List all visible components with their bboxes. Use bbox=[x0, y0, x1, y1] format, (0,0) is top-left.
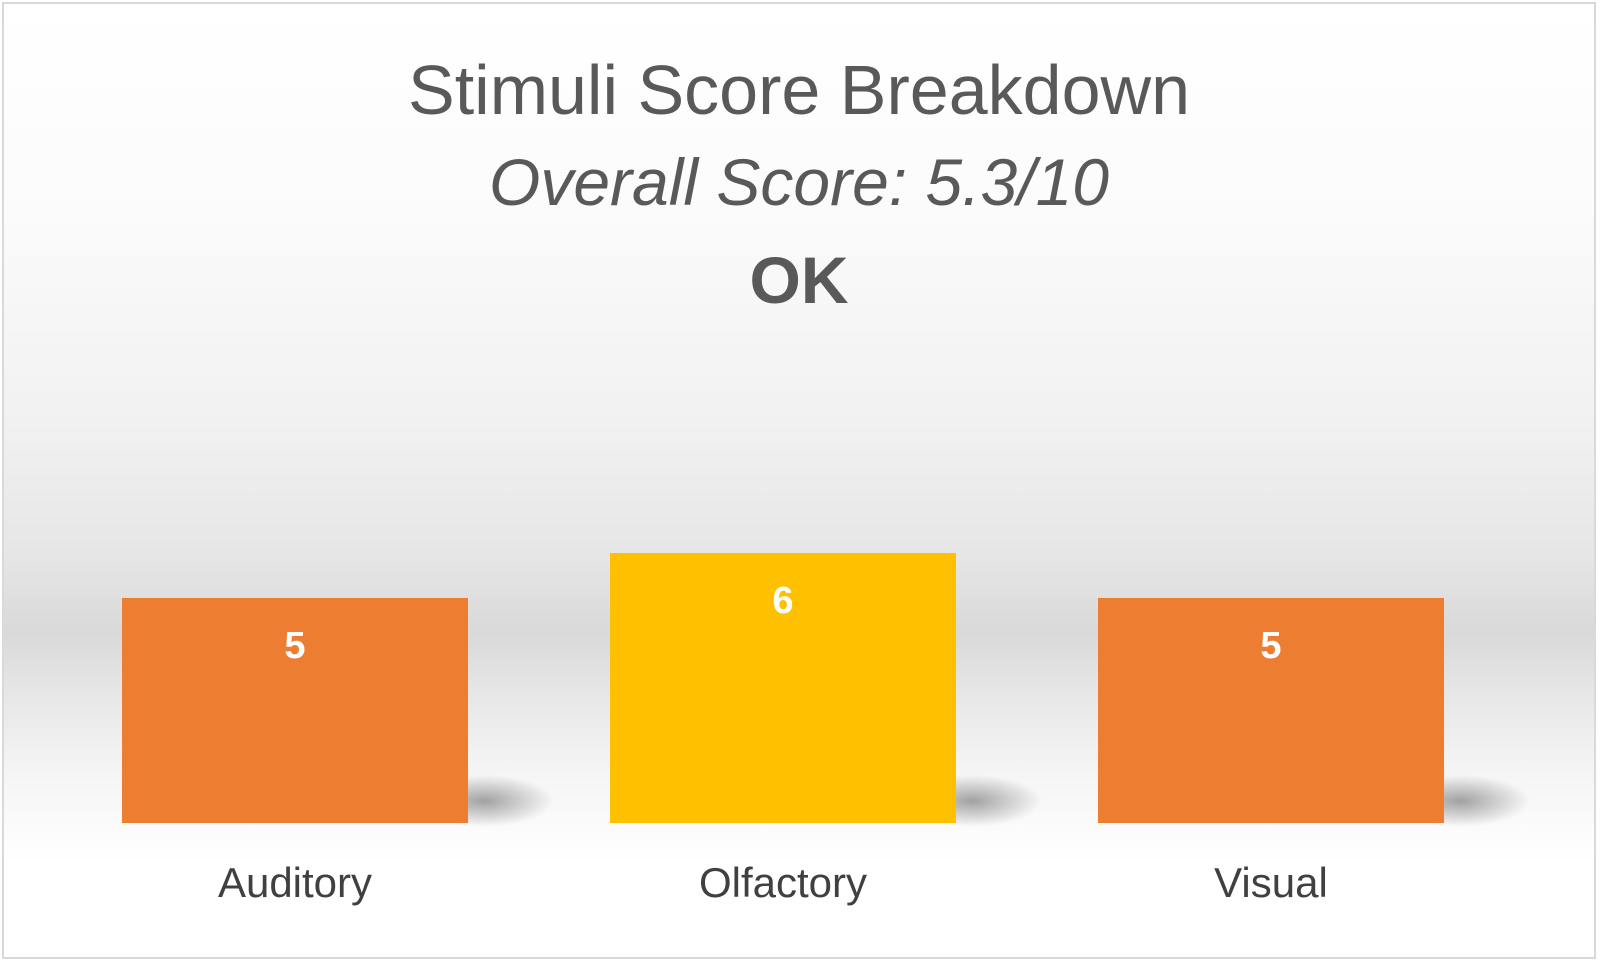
data-label-olfactory: 6 bbox=[772, 580, 793, 622]
bars bbox=[122, 553, 1444, 823]
chart-rating: OK bbox=[749, 243, 849, 317]
x-tick-labels: Auditory Olfactory Visual bbox=[218, 859, 1328, 906]
tick-label-olfactory: Olfactory bbox=[699, 859, 867, 906]
data-labels: 5 6 5 bbox=[284, 580, 1281, 667]
tick-label-auditory: Auditory bbox=[218, 859, 372, 906]
data-label-visual: 5 bbox=[1260, 625, 1281, 667]
bar-visual bbox=[1098, 598, 1444, 823]
chart-title: Stimuli Score Breakdown bbox=[408, 51, 1190, 129]
tick-label-visual: Visual bbox=[1214, 859, 1328, 906]
bar-olfactory bbox=[610, 553, 956, 823]
chart-subtitle: Overall Score: 5.3/10 bbox=[489, 145, 1109, 219]
data-label-auditory: 5 bbox=[284, 625, 305, 667]
bar-auditory bbox=[122, 598, 468, 823]
bar-plot: 5 6 5 Auditory Olfactory Visual bbox=[122, 553, 1530, 906]
